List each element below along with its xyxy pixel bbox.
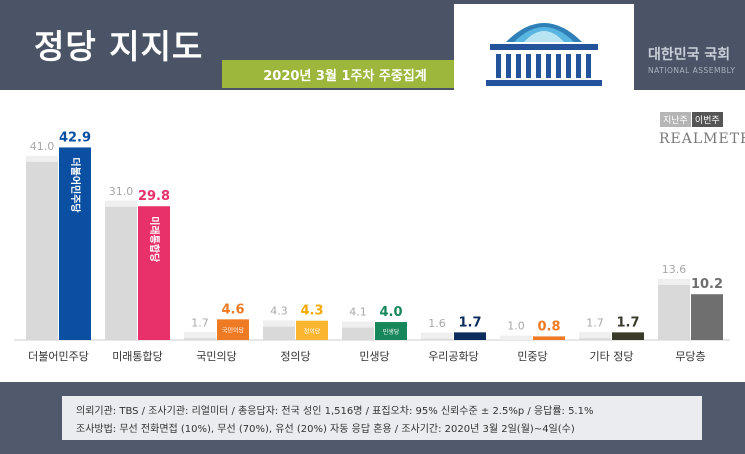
bar-previous-highlight [184,332,216,339]
value-label-current: 4.6 [221,302,244,317]
survey-period-badge: 2020년 3월 1주차 주중집계 [222,60,468,88]
bar-current [533,336,565,340]
category-label: 기타 정당 [590,350,634,363]
bar-previous-highlight [500,335,532,340]
brand-logo: REALMETER [659,131,745,147]
value-label-previous: 41.0 [30,140,55,153]
value-label-current: 4.0 [379,305,402,320]
category-label: 민생당 [359,350,389,363]
survey-info-line-2: 조사방법: 무선 전화면접 (10%), 무선 (70%), 유선 (20%) … [76,424,575,435]
bar-current [296,320,328,340]
national-assembly-image [454,4,634,90]
value-label-current: 1.7 [616,315,639,330]
bar-previous [26,155,58,340]
legend-current-week: 이번주 [691,112,723,127]
bar-previous-highlight [421,332,453,339]
bar-previous-highlight [658,278,690,285]
bar-current [691,294,723,340]
value-label-current: 29.8 [138,189,170,204]
bar-logo-label: 더불어민주당 [69,157,82,213]
value-label-previous: 4.1 [349,306,367,319]
value-label-previous: 1.0 [507,320,525,333]
bar-logo-label: 정의당 [304,327,321,335]
bar-previous-highlight [26,155,58,162]
value-label-current: 4.3 [300,304,323,319]
bar-current [375,322,407,340]
bar-current [217,319,249,340]
value-label-previous: 13.6 [662,263,687,276]
bar-current [612,332,644,340]
bar-previous-highlight [342,321,374,328]
value-label-previous: 4.3 [270,305,288,318]
bar-logo-label: 민생당 [383,328,400,336]
value-label-current: 42.9 [59,130,91,145]
legend: 지난주 이번주 [660,112,723,127]
assembly-label-korean: 대한민국 국회 [648,47,731,63]
bar-previous-highlight [105,200,137,207]
bar-previous [658,278,690,340]
value-label-previous: 1.6 [428,317,446,330]
assembly-building-icon [486,23,602,86]
category-label: 우리공화당 [428,350,479,363]
value-label-current: 0.8 [537,319,560,334]
value-label-previous: 31.0 [109,185,134,198]
category-label: 민중당 [517,350,547,363]
category-label: 무당층 [675,350,705,363]
category-label: 더불어민주당 [28,350,89,363]
assembly-label-english: NATIONAL ASSEMBLY [648,66,736,75]
bar-current [59,147,91,340]
category-label: 국민의당 [196,350,236,363]
footer-bar: 의뢰기관: TBS / 조사기관: 리얼미터 / 총응답자: 전국 성인 1,5… [0,382,745,454]
bar-logo-label: 국민의당 [222,327,245,335]
bar-previous [105,200,137,340]
value-label-current: 1.7 [458,315,481,330]
value-label-previous: 1.7 [191,316,209,329]
bar-current [454,332,486,340]
legend-previous-week: 지난주 [660,112,691,127]
header-banner: 정당 지지도 2020년 3월 1주차 주중집계 대한민국 국회 NATIONA… [0,0,745,90]
survey-info-box: 의뢰기관: TBS / 조사기관: 리얼미터 / 총응답자: 전국 성인 1,5… [62,396,702,440]
category-label: 미래통합당 [112,350,163,363]
page-title: 정당 지지도 [34,27,204,66]
survey-info-line-1: 의뢰기관: TBS / 조사기관: 리얼미터 / 총응답자: 전국 성인 1,5… [76,406,594,417]
category-label: 정의당 [280,350,310,363]
bar-logo-label: 미래통합당 [148,216,161,263]
value-label-current: 10.2 [691,277,723,292]
bar-previous-highlight [263,320,295,327]
bar-previous-highlight [579,332,611,339]
bar-current [138,206,170,340]
value-label-previous: 1.7 [586,316,604,329]
